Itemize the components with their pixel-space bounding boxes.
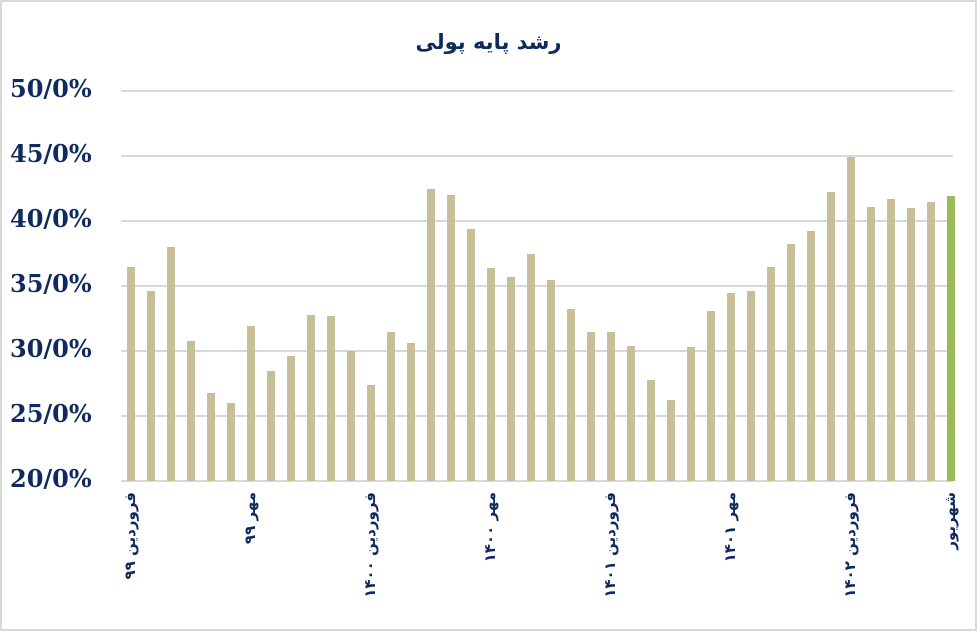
x-tick-label: مهر ۱۴۰۱ bbox=[721, 492, 739, 563]
x-tick-label: فروردین ۱۴۰۰ bbox=[361, 492, 379, 598]
gridline bbox=[121, 415, 953, 417]
bar bbox=[827, 192, 835, 481]
bar bbox=[547, 279, 555, 481]
bar bbox=[727, 292, 735, 481]
gridline bbox=[121, 480, 953, 482]
bar bbox=[187, 340, 195, 481]
bar bbox=[387, 331, 395, 481]
x-tick-label: شهریور bbox=[941, 492, 959, 550]
bar bbox=[627, 345, 635, 481]
bar bbox=[687, 347, 695, 481]
bar bbox=[807, 231, 815, 481]
bar bbox=[447, 195, 455, 481]
bar bbox=[127, 266, 135, 481]
bar bbox=[407, 343, 415, 481]
bar bbox=[707, 310, 715, 481]
bar bbox=[567, 309, 575, 481]
y-tick-label: 25/0% bbox=[10, 399, 92, 428]
gridline bbox=[121, 220, 953, 222]
bar bbox=[587, 331, 595, 481]
y-tick-label: 35/0% bbox=[10, 269, 92, 298]
bar bbox=[427, 188, 435, 481]
bar bbox=[867, 206, 875, 481]
x-tick-label: فروردین ۹۹ bbox=[121, 492, 139, 580]
bar bbox=[947, 196, 955, 481]
gridline bbox=[121, 350, 953, 352]
bar bbox=[607, 331, 615, 481]
bar bbox=[287, 356, 295, 481]
x-tick-label: فروردین ۱۴۰۱ bbox=[601, 492, 619, 598]
bar bbox=[507, 276, 515, 481]
bar bbox=[907, 208, 915, 481]
bar bbox=[247, 326, 255, 481]
x-tick-label: مهر ۹۹ bbox=[241, 492, 259, 545]
bar bbox=[527, 253, 535, 481]
bar bbox=[767, 266, 775, 481]
gridline bbox=[121, 285, 953, 287]
x-tick-label: مهر ۱۴۰۰ bbox=[481, 492, 499, 563]
bar bbox=[267, 370, 275, 481]
gridline bbox=[121, 90, 953, 92]
bar bbox=[347, 351, 355, 481]
x-tick-label: فروردین ۱۴۰۲ bbox=[841, 492, 859, 598]
bar bbox=[327, 315, 335, 481]
bar bbox=[847, 157, 855, 481]
bar bbox=[927, 201, 935, 481]
bar bbox=[487, 267, 495, 481]
gridline bbox=[121, 155, 953, 157]
bar bbox=[667, 400, 675, 481]
bar bbox=[227, 403, 235, 481]
y-tick-label: 45/0% bbox=[10, 139, 92, 168]
bar bbox=[367, 384, 375, 481]
bar bbox=[747, 291, 755, 481]
y-tick-label: 40/0% bbox=[10, 204, 92, 233]
bar bbox=[887, 198, 895, 481]
bar bbox=[467, 228, 475, 481]
y-tick-label: 30/0% bbox=[10, 334, 92, 363]
bar bbox=[207, 392, 215, 481]
y-tick-label: 20/0% bbox=[10, 464, 92, 493]
bar bbox=[307, 314, 315, 481]
y-tick-label: 50/0% bbox=[10, 74, 92, 103]
bar bbox=[167, 247, 175, 481]
bar bbox=[787, 244, 795, 481]
bar bbox=[147, 291, 155, 481]
bar bbox=[647, 379, 655, 481]
chart-title: رشد پایه پولی bbox=[415, 30, 562, 54]
